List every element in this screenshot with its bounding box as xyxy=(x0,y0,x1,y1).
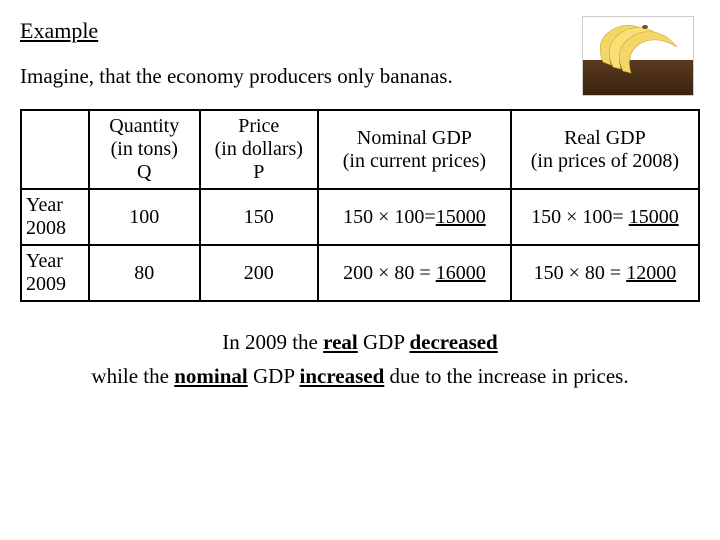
header-real-gdp: Real GDP (in prices of 2008) xyxy=(511,110,699,189)
cell-nominal: 150 × 100=15000 xyxy=(318,189,511,245)
cell-real: 150 × 80 = 12000 xyxy=(511,245,699,301)
header: Example Imagine, that the economy produc… xyxy=(20,18,700,101)
page-title: Example xyxy=(20,18,582,44)
intro-text: Imagine, that the economy producers only… xyxy=(20,64,582,89)
header-quantity: Quantity (in tons) Q xyxy=(89,110,200,189)
footer-line-2: while the nominal GDP increased due to t… xyxy=(20,360,700,394)
cell-price: 200 xyxy=(200,245,318,301)
header-empty xyxy=(21,110,89,189)
row-year: Year 2008 xyxy=(21,189,89,245)
cell-real: 150 × 100= 15000 xyxy=(511,189,699,245)
footer-line-1: In 2009 the real GDP decreased xyxy=(20,326,700,360)
banana-image xyxy=(582,16,694,96)
table-header-row: Quantity (in tons) Q Price (in dollars) … xyxy=(21,110,699,189)
table-row: Year 2009 80 200 200 × 80 = 16000 150 × … xyxy=(21,245,699,301)
cell-qty: 80 xyxy=(89,245,200,301)
gdp-table: Quantity (in tons) Q Price (in dollars) … xyxy=(20,109,700,302)
header-price: Price (in dollars) P xyxy=(200,110,318,189)
cell-nominal: 200 × 80 = 16000 xyxy=(318,245,511,301)
cell-qty: 100 xyxy=(89,189,200,245)
cell-price: 150 xyxy=(200,189,318,245)
header-nominal-gdp: Nominal GDP (in current prices) xyxy=(318,110,511,189)
footer-text: In 2009 the real GDP decreased while the… xyxy=(20,326,700,393)
header-text: Example Imagine, that the economy produc… xyxy=(20,18,582,101)
table-row: Year 2008 100 150 150 × 100=15000 150 × … xyxy=(21,189,699,245)
row-year: Year 2009 xyxy=(21,245,89,301)
